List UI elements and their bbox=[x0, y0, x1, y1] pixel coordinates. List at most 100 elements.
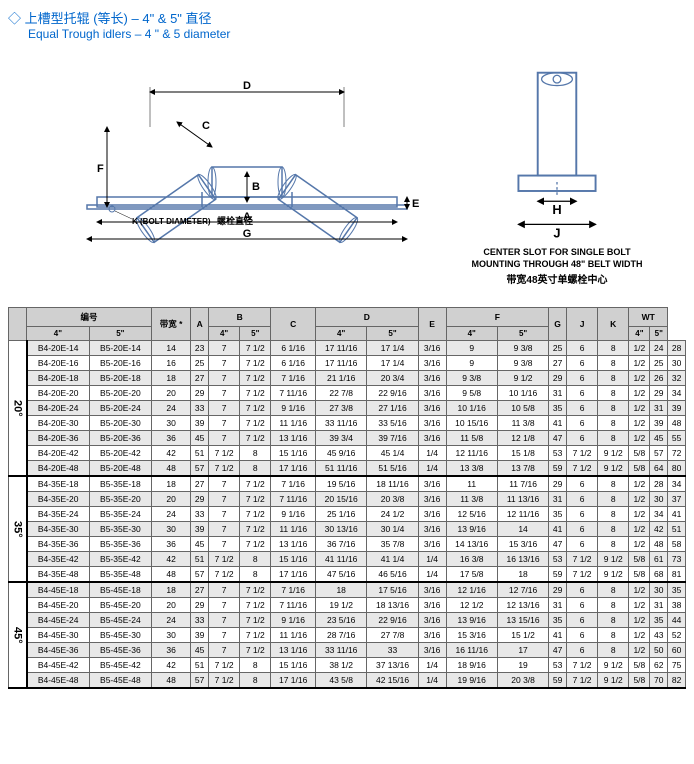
table-cell: 8 bbox=[240, 461, 271, 477]
table-row: B4-20E-24B5-20E-24243377 1/29 1/1627 3/8… bbox=[9, 401, 686, 416]
table-cell: 41 1/4 bbox=[367, 552, 418, 567]
table-cell: 13 7/8 bbox=[497, 461, 548, 477]
table-cell: 3/16 bbox=[418, 537, 446, 552]
table-cell: 10 15/16 bbox=[446, 416, 497, 431]
table-cell: 30 bbox=[650, 492, 668, 507]
table-cell: 6 bbox=[566, 492, 597, 507]
table-cell: 30 1/4 bbox=[367, 522, 418, 537]
title-english: Equal Trough idlers – 4 " & 5 diameter bbox=[28, 27, 686, 41]
table-cell: 3/16 bbox=[418, 401, 446, 416]
table-cell: 17 11/16 bbox=[316, 356, 367, 371]
table-cell: B4-20E-42 bbox=[27, 446, 90, 461]
table-cell: B4-20E-16 bbox=[27, 356, 90, 371]
table-row: B4-20E-20B5-20E-20202977 1/27 11/1622 7/… bbox=[9, 386, 686, 401]
table-row: B4-45E-24B5-45E-24243377 1/29 1/1623 5/1… bbox=[9, 613, 686, 628]
col-c: C bbox=[271, 308, 316, 341]
table-cell: 7 1/16 bbox=[271, 582, 316, 598]
table-cell: B5-20E-48 bbox=[89, 461, 151, 477]
table-cell: 24 bbox=[151, 613, 190, 628]
table-cell: 22 7/8 bbox=[316, 386, 367, 401]
col-model: 编号 bbox=[27, 308, 152, 327]
table-cell: 8 bbox=[598, 582, 629, 598]
table-cell: 24 bbox=[151, 507, 190, 522]
table-cell: 30 13/16 bbox=[316, 522, 367, 537]
table-cell: 27 bbox=[549, 356, 567, 371]
table-cell: 25 1/16 bbox=[316, 507, 367, 522]
table-cell: 29 bbox=[191, 386, 209, 401]
table-cell: 14 bbox=[497, 522, 548, 537]
table-cell: 45 1/4 bbox=[367, 446, 418, 461]
table-cell: 33 bbox=[191, 401, 209, 416]
table-cell: B5-35E-20 bbox=[89, 492, 151, 507]
table-cell: 7 1/2 bbox=[240, 371, 271, 386]
table-cell: 20 3/8 bbox=[497, 673, 548, 689]
table-cell: 7 1/2 bbox=[240, 613, 271, 628]
col-e: E bbox=[418, 308, 446, 341]
table-cell: B5-20E-16 bbox=[89, 356, 151, 371]
table-cell: B5-20E-42 bbox=[89, 446, 151, 461]
col-f: F bbox=[446, 308, 549, 327]
table-cell: 7 1/2 bbox=[209, 461, 240, 477]
table-cell: 5/8 bbox=[629, 552, 650, 567]
table-cell: 27 bbox=[191, 371, 209, 386]
svg-text:C: C bbox=[202, 120, 210, 132]
svg-text:J: J bbox=[553, 225, 560, 240]
table-cell: 7 bbox=[209, 613, 240, 628]
table-cell: 12 1/2 bbox=[446, 598, 497, 613]
table-cell: 7 1/2 bbox=[240, 476, 271, 492]
table-cell: 11 1/16 bbox=[271, 522, 316, 537]
table-cell: 41 bbox=[549, 628, 567, 643]
table-cell: 70 bbox=[650, 673, 668, 689]
table-cell: 3/16 bbox=[418, 416, 446, 431]
table-cell: 7 1/2 bbox=[240, 507, 271, 522]
table-cell: 21 1/16 bbox=[316, 371, 367, 386]
table-cell: 35 bbox=[549, 507, 567, 522]
col-bw: 带宽 * bbox=[151, 308, 190, 341]
table-cell: 7 1/2 bbox=[240, 356, 271, 371]
diagram-side: H J CENTER SLOT FOR SINGLE BOLT MOUNTING… bbox=[467, 47, 647, 287]
table-cell: B5-35E-42 bbox=[89, 552, 151, 567]
table-cell: 39 3/4 bbox=[316, 431, 367, 446]
table-cell: 45 9/16 bbox=[316, 446, 367, 461]
svg-text:B: B bbox=[252, 181, 260, 193]
table-cell: 7 1/2 bbox=[240, 628, 271, 643]
table-cell: 3/16 bbox=[418, 356, 446, 371]
table-cell: 48 bbox=[668, 416, 686, 431]
table-cell: 22 9/16 bbox=[367, 386, 418, 401]
table-cell: 8 bbox=[598, 613, 629, 628]
table-cell: 8 bbox=[598, 371, 629, 386]
table-cell: 27 bbox=[191, 476, 209, 492]
table-cell: 20 bbox=[151, 598, 190, 613]
table-cell: 25 bbox=[549, 341, 567, 356]
col-j: J bbox=[566, 308, 597, 341]
table-cell: 15 1/8 bbox=[497, 446, 548, 461]
table-cell: 24 bbox=[650, 341, 668, 356]
table-cell: B5-20E-14 bbox=[89, 341, 151, 356]
table-cell: 45 bbox=[191, 431, 209, 446]
table-cell: 16 3/8 bbox=[446, 552, 497, 567]
table-cell: 7 1/2 bbox=[240, 537, 271, 552]
table-cell: 57 bbox=[191, 673, 209, 689]
table-cell: 23 5/16 bbox=[316, 613, 367, 628]
table-cell: 9 1/2 bbox=[598, 673, 629, 689]
table-cell: 1/4 bbox=[418, 552, 446, 567]
table-cell: 7 1/2 bbox=[209, 567, 240, 583]
table-row: B4-20E-30B5-20E-30303977 1/211 1/1633 11… bbox=[9, 416, 686, 431]
table-cell: 33 11/16 bbox=[316, 416, 367, 431]
table-cell: 43 5/8 bbox=[316, 673, 367, 689]
table-cell: 7 1/2 bbox=[209, 673, 240, 689]
table-cell: 72 bbox=[668, 446, 686, 461]
table-cell: 17 1/16 bbox=[271, 461, 316, 477]
table-cell: B4-45E-24 bbox=[27, 613, 90, 628]
table-cell: 11 7/16 bbox=[497, 476, 548, 492]
table-cell: B5-35E-48 bbox=[89, 567, 151, 583]
table-cell: 30 bbox=[151, 522, 190, 537]
table-cell: 51 bbox=[191, 446, 209, 461]
svg-text:E: E bbox=[412, 198, 419, 210]
table-cell: 32 bbox=[668, 371, 686, 386]
table-cell: 1/4 bbox=[418, 658, 446, 673]
table-cell: 51 bbox=[668, 522, 686, 537]
table-cell: 9 1/2 bbox=[598, 658, 629, 673]
col-a: A bbox=[191, 308, 209, 341]
table-cell: 17 5/8 bbox=[446, 567, 497, 583]
